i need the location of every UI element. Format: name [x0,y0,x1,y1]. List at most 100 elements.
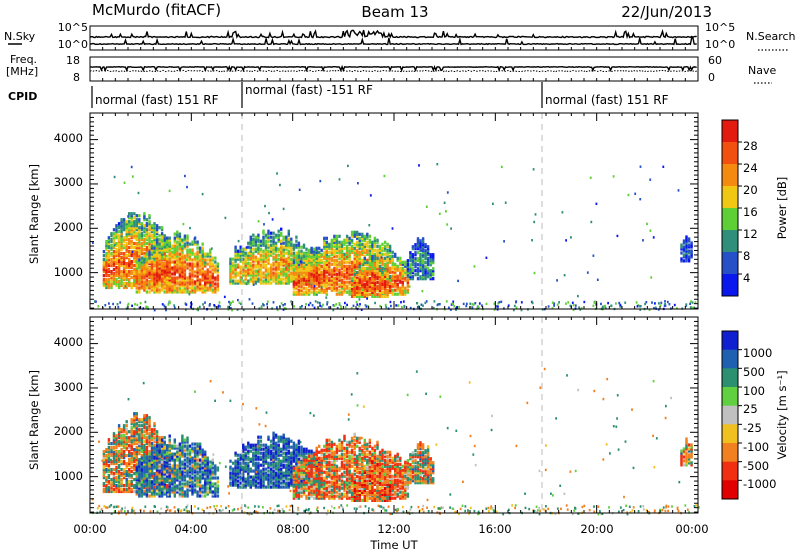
echo-cell [353,286,356,290]
echo-cell [411,253,415,257]
echo-cell [158,284,161,288]
echo-cell [323,262,326,266]
noise-echo [208,304,211,307]
echo-cell [353,242,356,246]
echo-cell [155,280,159,284]
echo-cell [138,280,141,284]
echo-cell [125,482,128,486]
echo-cell [138,250,141,254]
echo-cell [353,272,356,277]
noise-echo [418,164,420,167]
echo-cell [166,476,169,480]
echo-cell [292,292,296,296]
noise-echo [318,301,321,305]
echo-cell [135,440,138,444]
noise-echo [436,163,439,166]
echo-cell [125,444,128,448]
echo-cell [290,265,293,269]
echo-cell [148,428,151,432]
echo-cell [292,243,296,247]
echo-cell [117,486,121,490]
echo-cell [350,284,354,288]
echo-cell [343,240,346,244]
echo-cell [102,454,106,458]
echo-cell [135,462,138,466]
echo-cell [135,436,138,440]
echo-cell [302,282,306,286]
echo-cell [107,282,111,286]
echo-cell [315,252,318,256]
echo-cell [254,255,258,259]
echo-cell [305,260,308,264]
echo-cell [236,271,240,275]
echo-cell [340,242,344,246]
echo-cell [145,478,149,482]
echo-cell [396,282,399,286]
echo-cell [307,292,311,296]
echo-cell [125,254,128,258]
echo-cell [135,416,138,420]
echo-cell [105,460,108,464]
echo-cell [249,243,252,247]
echo-cell [358,270,361,275]
echo-cell [183,266,187,270]
noise-echo [592,254,595,257]
noise-echo [237,298,239,302]
echo-cell [285,237,288,241]
echo-cell [280,227,283,231]
echo-cell [120,440,123,444]
echo-cell [432,255,435,259]
echo-cell [373,290,377,294]
echo-cell [125,236,128,240]
echo-cell [122,264,126,268]
echo-cell [687,255,691,259]
echo-cell [234,245,237,249]
echo-cell [173,246,176,250]
echo-cell [300,278,303,282]
echo-cell [414,269,417,273]
echo-cell [685,259,688,263]
echo-cell [356,280,359,284]
echo-cell [140,456,144,460]
echo-cell [173,278,176,282]
echo-cell [280,231,283,235]
echo-cell [366,278,369,282]
echo-cell [150,452,154,456]
noise-echo [165,308,167,312]
echo-cell [399,290,402,294]
noise-echo [162,257,164,261]
echo-cell [125,224,128,228]
echo-cell [133,460,136,464]
echo-cell [376,286,379,290]
echo-cell [148,474,151,478]
echo-cell [153,440,156,444]
echo-cell [388,270,392,274]
echo-cell [135,274,138,278]
echo-cell [143,282,146,286]
echo-cell [252,239,255,243]
echo-cell [274,241,278,245]
noise-echo [664,300,666,303]
echo-cell [133,414,136,418]
echo-cell [338,288,341,292]
echo-cell [196,280,199,284]
echo-cell [358,256,361,260]
echo-cell [143,466,146,470]
echo-cell [140,242,144,246]
echo-cell [376,280,379,284]
echo-cell [687,239,691,243]
echo-cell [262,263,265,267]
echo-cell [115,228,118,232]
echo-cell [138,458,141,462]
echo-cell [348,250,351,254]
echo-cell [160,492,164,496]
echo-cell [133,226,136,230]
echo-cell [201,264,204,268]
echo-cell [148,472,151,476]
echo-cell [107,278,111,282]
echo-cell [191,262,194,266]
echo-cell [130,418,133,422]
echo-cell [368,234,372,238]
echo-cell [394,274,397,278]
echo-cell [204,290,207,294]
